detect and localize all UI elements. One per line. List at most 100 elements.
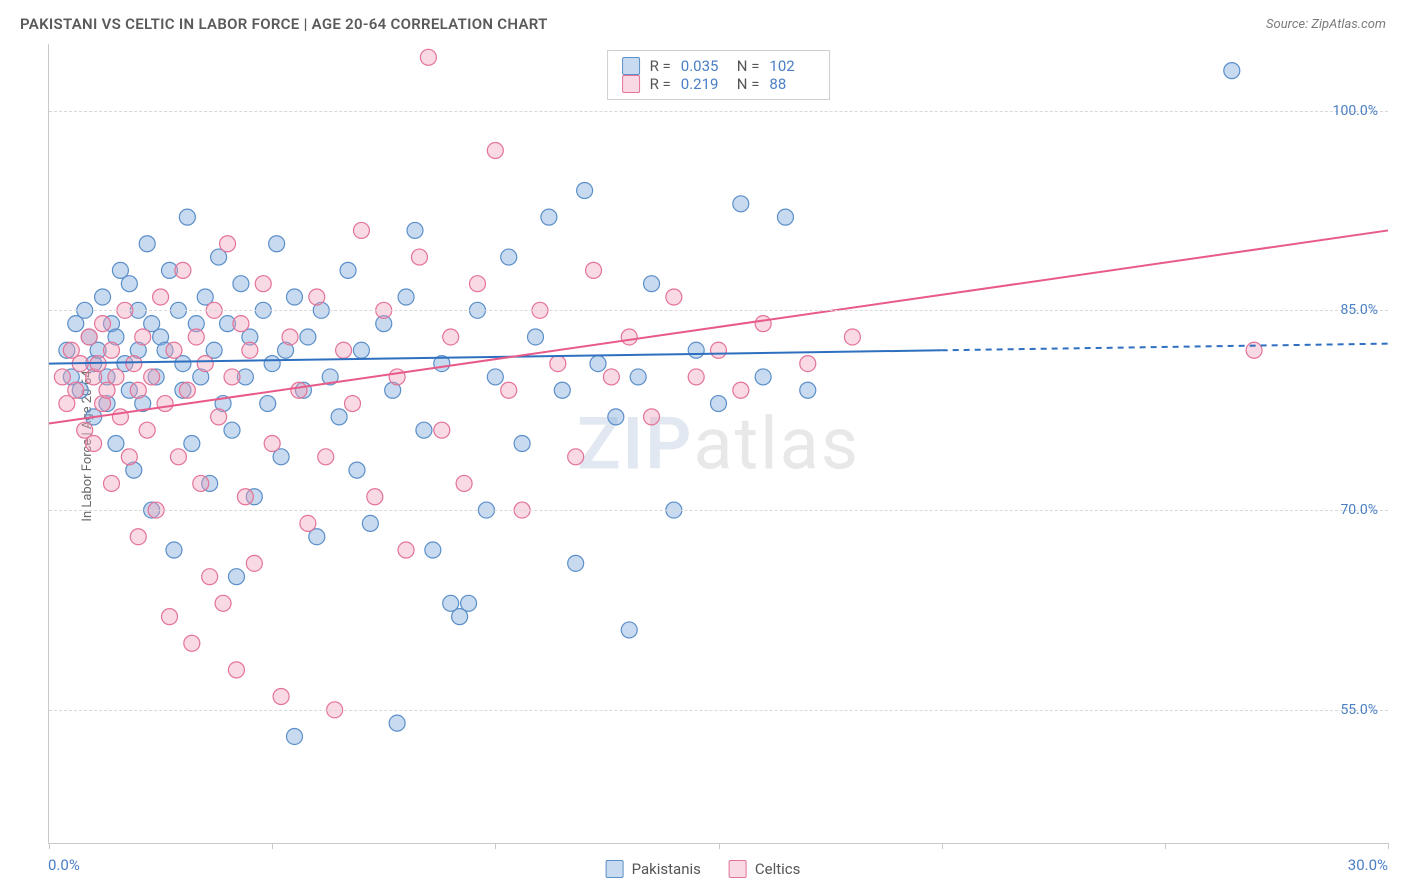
scatter-point [264, 356, 280, 372]
scatter-point [398, 542, 414, 558]
scatter-point [469, 276, 485, 292]
n-value-series2: 88 [769, 75, 815, 93]
scatter-point [630, 369, 646, 385]
scatter-point [264, 436, 280, 452]
scatter-point [179, 209, 195, 225]
scatter-point [666, 289, 682, 305]
scatter-point [260, 396, 276, 412]
source-attribution: Source: ZipAtlas.com [1266, 17, 1386, 32]
scatter-point [130, 382, 146, 398]
scatter-point [233, 276, 249, 292]
scatter-point [286, 289, 302, 305]
scatter-point [166, 342, 182, 358]
scatter-point [398, 289, 414, 305]
x-tick [942, 843, 943, 849]
legend-label-series1: Pakistanis [632, 860, 701, 878]
scatter-point [121, 276, 137, 292]
scatter-point [528, 329, 544, 345]
scatter-point [603, 369, 619, 385]
scatter-point [800, 382, 816, 398]
scatter-point [215, 595, 231, 611]
scatter-point [349, 462, 365, 478]
scatter-point [224, 422, 240, 438]
scatter-point [179, 382, 195, 398]
x-axis-end-label: 30.0% [1348, 856, 1388, 874]
scatter-point [162, 609, 178, 625]
r-value-series2: 0.219 [681, 75, 727, 93]
x-tick [49, 843, 50, 849]
scatter-point [269, 236, 285, 252]
x-tick [1165, 843, 1166, 849]
scatter-point [443, 329, 459, 345]
scatter-point [777, 209, 793, 225]
n-value-series1: 102 [769, 57, 815, 75]
scatter-point [755, 316, 771, 332]
scatter-point [228, 569, 244, 585]
scatter-point [733, 196, 749, 212]
y-tick-label: 85.0% [1340, 302, 1378, 318]
scatter-point [331, 409, 347, 425]
scatter-point [577, 182, 593, 198]
legend-label-series2: Celtics [755, 860, 801, 878]
stats-legend-box: R = 0.035 N = 102 R = 0.219 N = 88 [607, 50, 831, 100]
scatter-point [345, 396, 361, 412]
scatter-point [81, 329, 97, 345]
scatter-point [95, 316, 111, 332]
scatter-point [184, 635, 200, 651]
stats-row-series2: R = 0.219 N = 88 [622, 75, 816, 93]
scatter-point [407, 222, 423, 238]
scatter-point [340, 262, 356, 278]
scatter-point [844, 329, 860, 345]
scatter-point [126, 356, 142, 372]
scatter-point [568, 555, 584, 571]
stats-swatch-series2 [622, 75, 640, 93]
y-tick-label: 55.0% [1340, 702, 1378, 718]
gridline [49, 710, 1388, 711]
scatter-point [644, 409, 660, 425]
scatter-point [95, 289, 111, 305]
scatter-point [86, 436, 102, 452]
chart-header: PAKISTANI VS CELTIC IN LABOR FORCE | AGE… [0, 0, 1406, 44]
x-axis-start-label: 0.0% [48, 856, 80, 874]
scatter-point [411, 249, 427, 265]
scatter-point [300, 515, 316, 531]
scatter-point [501, 382, 517, 398]
scatter-point [425, 542, 441, 558]
scatter-point [175, 262, 191, 278]
scatter-point [224, 369, 240, 385]
scatter-point [487, 369, 503, 385]
gridline [49, 111, 1388, 112]
scatter-point [202, 569, 218, 585]
scatter-point [711, 396, 727, 412]
scatter-point [242, 342, 258, 358]
scatter-point [733, 382, 749, 398]
scatter-point [309, 289, 325, 305]
stats-row-series1: R = 0.035 N = 102 [622, 57, 816, 75]
scatter-point [514, 436, 530, 452]
scatter-point [389, 715, 405, 731]
scatter-point [170, 449, 186, 465]
scatter-point [461, 595, 477, 611]
r-label: R = [650, 75, 671, 93]
stats-swatch-series1 [622, 57, 640, 75]
n-label: N = [737, 75, 760, 93]
scatter-point [193, 475, 209, 491]
scatter-point [434, 422, 450, 438]
scatter-point [233, 316, 249, 332]
r-label: R = [650, 57, 671, 75]
scatter-point [282, 329, 298, 345]
scatter-point [68, 382, 84, 398]
scatter-point [711, 342, 727, 358]
scatter-point [166, 542, 182, 558]
scatter-point [541, 209, 557, 225]
scatter-point [487, 143, 503, 159]
scatter-point [108, 369, 124, 385]
scatter-point [800, 356, 816, 372]
scatter-point [367, 489, 383, 505]
bottom-legend: Pakistanis Celtics [606, 860, 801, 878]
scatter-point [286, 728, 302, 744]
scatter-point [246, 555, 262, 571]
scatter-point [139, 422, 155, 438]
scatter-point [456, 475, 472, 491]
gridline [49, 510, 1388, 511]
